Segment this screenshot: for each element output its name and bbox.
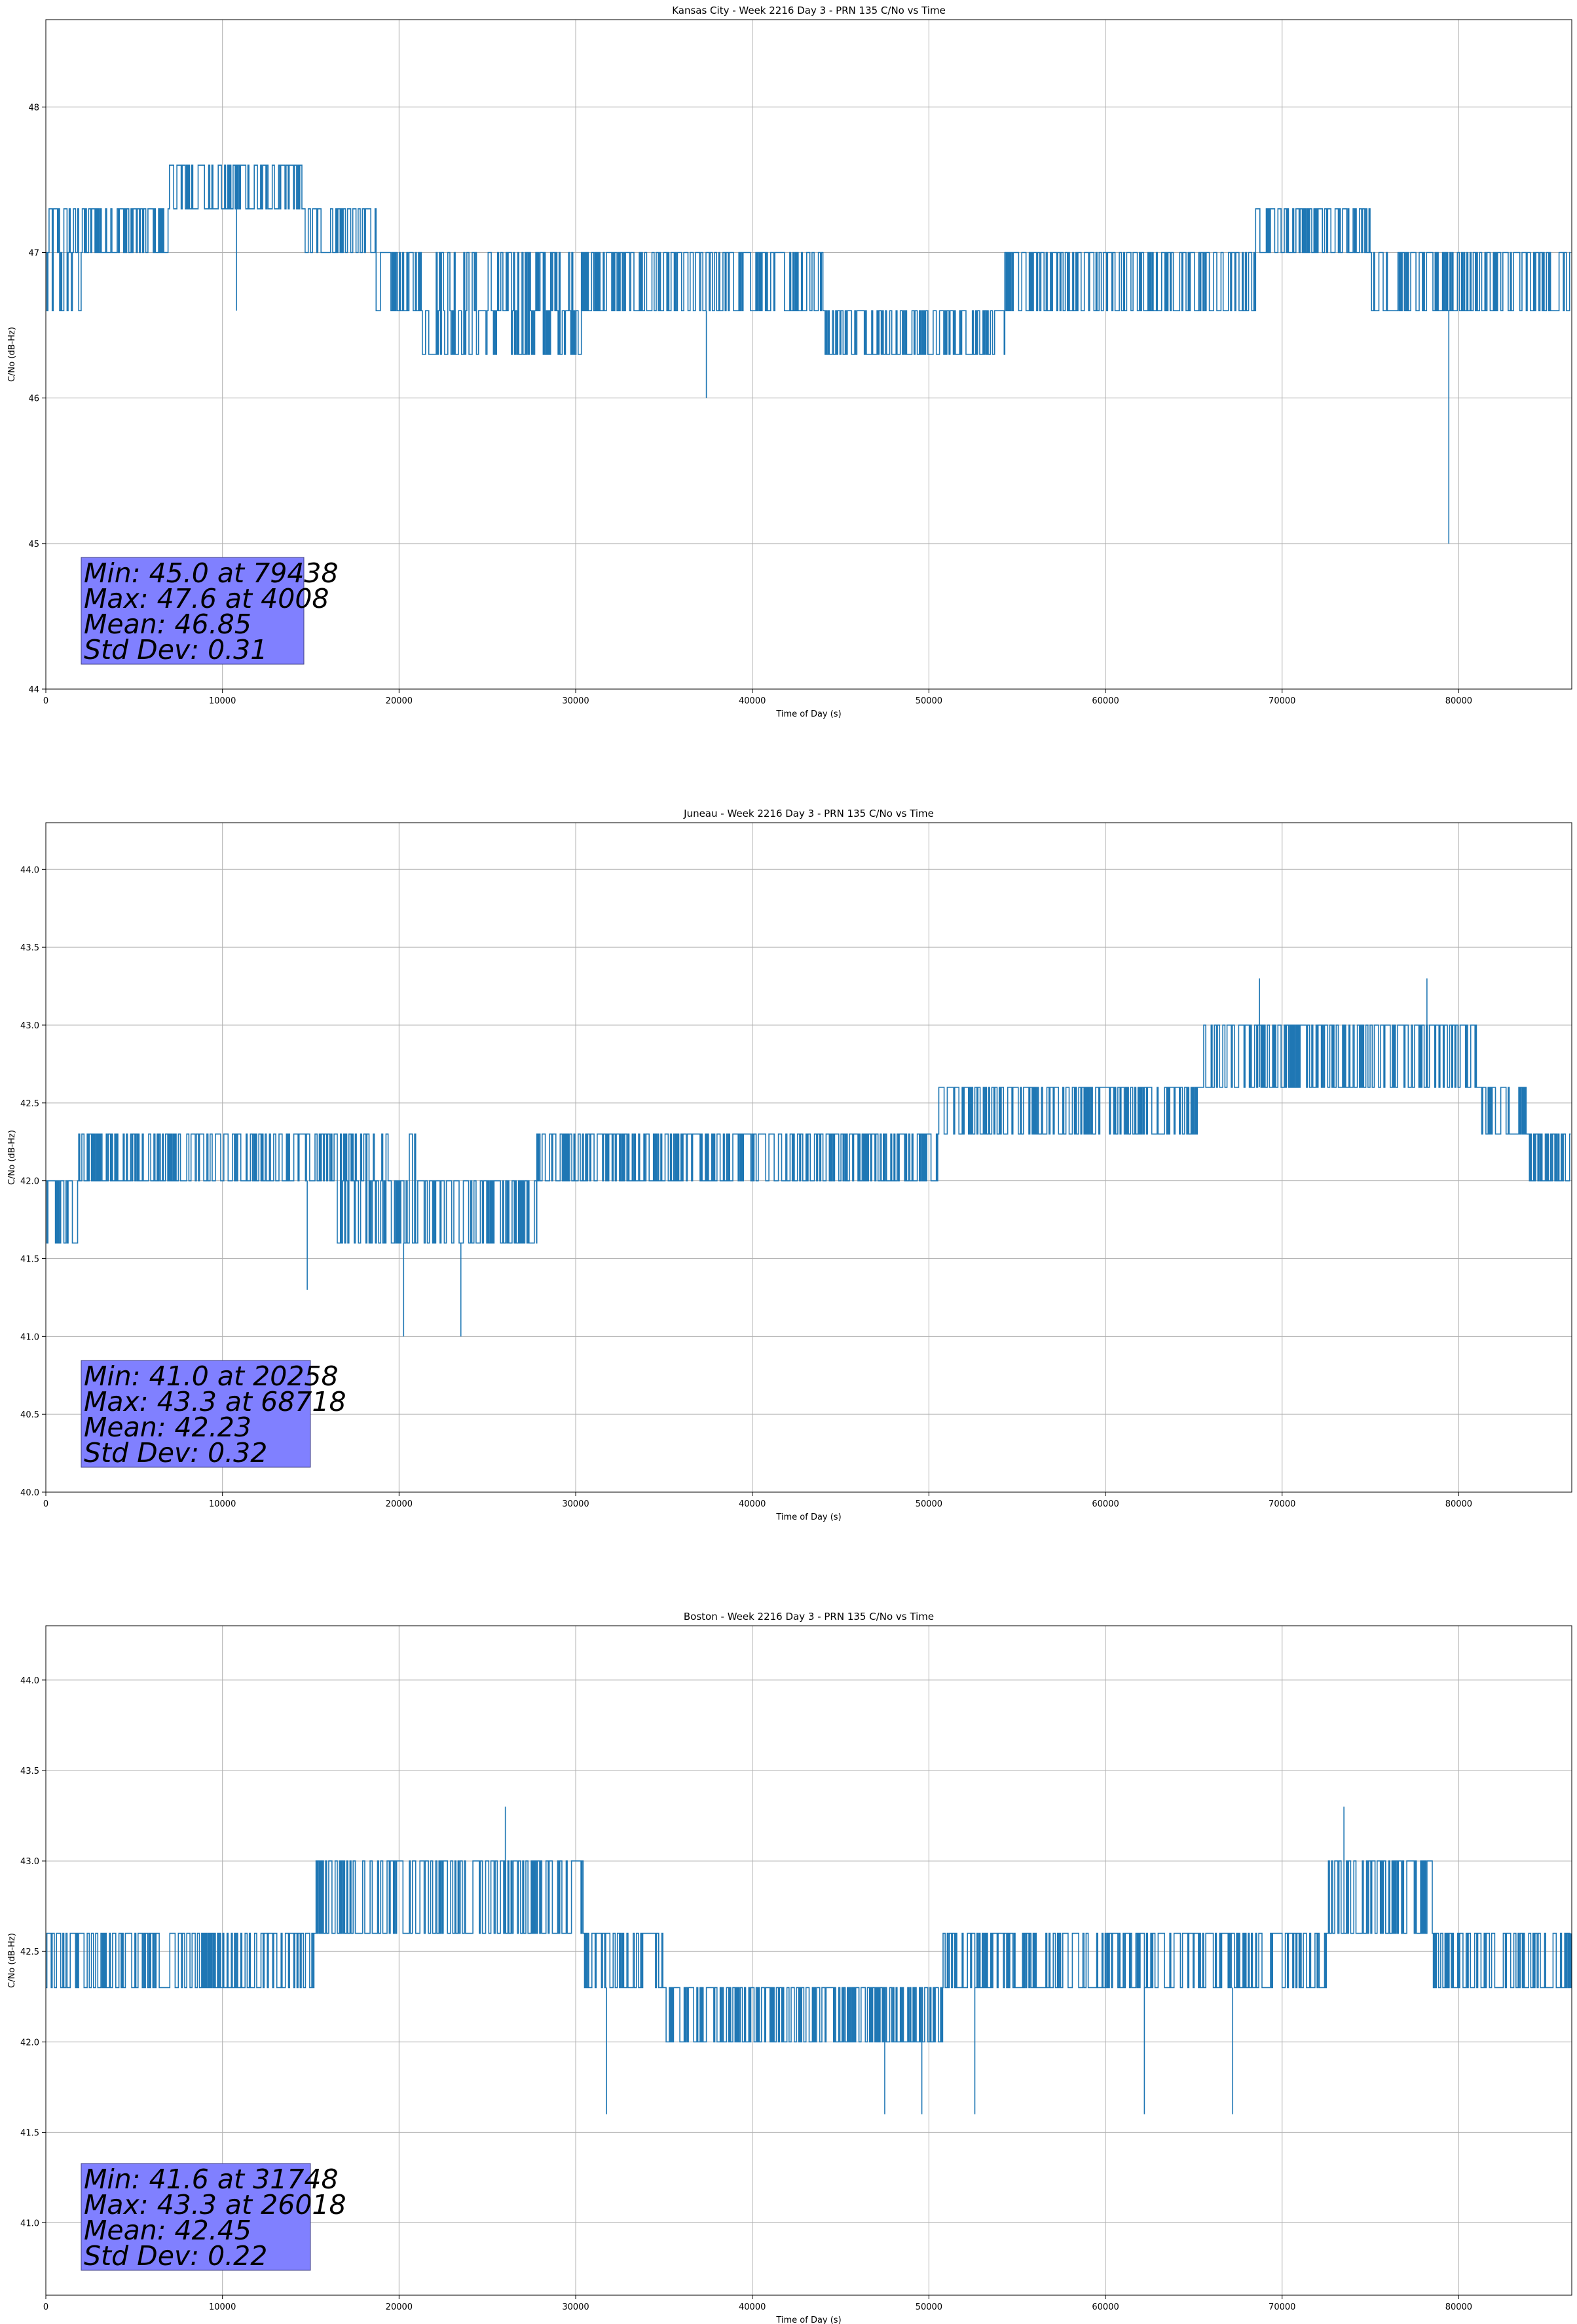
- x-tick-label: 80000: [1445, 696, 1472, 706]
- chart-kansas-city: 0 10000 20000 30000 40000 50000 60000 70000 8000…: [7, 5, 1572, 719]
- x-tick-label: 10000: [209, 1499, 236, 1509]
- stats-annotation: Min: 41.0 at 20258 Max: 43.3 at 68718 Me…: [81, 1360, 346, 1469]
- plot-frame: [45, 1625, 1572, 2296]
- chart-title: Boston - Week 2216 Day 3 - PRN 135 C/No …: [684, 1611, 934, 1622]
- x-axis-label: Time of Day (s): [775, 1512, 841, 1522]
- y-tick-label: 41.5: [20, 1254, 39, 1264]
- x-tick-label: 50000: [916, 696, 942, 706]
- y-tick-label: 40.5: [20, 1410, 39, 1420]
- chart-title: Juneau - Week 2216 Day 3 - PRN 135 C/No …: [683, 808, 934, 819]
- y-tick-label: 43.0: [20, 1021, 39, 1031]
- stat-mean: Mean: 42.45: [84, 2215, 251, 2246]
- y-tick-label: 45: [28, 540, 39, 550]
- y-tick-label: 44.0: [20, 865, 39, 875]
- chart-boston: 0 10000 20000 30000 40000 50000 60000 70000 8000…: [7, 1611, 1572, 2324]
- y-tick-label: 44: [28, 685, 39, 695]
- y-tick-label: 42.5: [20, 1947, 39, 1957]
- plot-frame: [45, 822, 1572, 1493]
- y-tick-label: 48: [28, 103, 39, 113]
- stats-box-background: [81, 557, 305, 665]
- y-tick-label: 47: [28, 248, 39, 258]
- x-tick-label: 70000: [1269, 696, 1295, 706]
- x-tick-label: 40000: [739, 2302, 766, 2312]
- chart-title: Kansas City - Week 2216 Day 3 - PRN 135 …: [672, 5, 946, 16]
- x-tick-label: 50000: [916, 1499, 942, 1509]
- y-axis-label: C/No (dB-Hz): [7, 1933, 17, 1988]
- stat-max: Max: 43.3 at 68718: [84, 1386, 346, 1417]
- y-tick-label: 41.0: [20, 1332, 39, 1342]
- axis-ticks: 0 10000 20000 30000 40000 50000 60000 70000 8000…: [28, 103, 1472, 706]
- x-tick-label: 0: [43, 1499, 48, 1509]
- y-tick-label: 43.5: [20, 943, 39, 953]
- stat-max: Max: 47.6 at 4008: [84, 583, 329, 614]
- stat-min: Min: 45.0 at 79438: [84, 557, 339, 589]
- stat-mean: Mean: 46.85: [84, 609, 251, 640]
- x-tick-label: 40000: [739, 696, 766, 706]
- y-tick-label: 41.5: [20, 2128, 39, 2138]
- y-axis-label: C/No (dB-Hz): [7, 327, 17, 382]
- y-tick-label: 44.0: [20, 1676, 39, 1686]
- stat-min: Min: 41.0 at 20258: [84, 1360, 339, 1392]
- x-tick-label: 50000: [916, 2302, 942, 2312]
- stats-annotation: Min: 45.0 at 79438 Max: 47.6 at 4008 Mea…: [81, 557, 339, 665]
- cno-series-path: [46, 1860, 1572, 2043]
- stat-std-dev: Std Dev: 0.32: [84, 1437, 267, 1469]
- x-axis-label: Time of Day (s): [775, 709, 841, 719]
- y-tick-label: 42.0: [20, 2038, 39, 2048]
- y-axis-label: C/No (dB-Hz): [7, 1130, 17, 1185]
- axis-ticks: 0 10000 20000 30000 40000 50000 60000 70000 8000…: [20, 865, 1472, 1509]
- stat-max: Max: 43.3 at 26018: [84, 2189, 346, 2221]
- x-tick-label: 60000: [1092, 2302, 1119, 2312]
- cno-series-line: [46, 978, 1571, 1337]
- cno-series-path: [46, 164, 1571, 355]
- y-tick-label: 43.0: [20, 1857, 39, 1867]
- x-tick-label: 40000: [739, 1499, 766, 1509]
- stat-mean: Mean: 42.23: [84, 1412, 251, 1443]
- x-tick-label: 20000: [386, 1499, 413, 1509]
- axis-ticks: 0 10000 20000 30000 40000 50000 60000 70000 8000…: [20, 1676, 1472, 2312]
- x-tick-label: 30000: [562, 1499, 589, 1509]
- stats-box-background: [81, 2163, 311, 2271]
- x-tick-label: 60000: [1092, 1499, 1119, 1509]
- x-tick-label: 80000: [1445, 1499, 1472, 1509]
- stats-box-background: [81, 1360, 311, 1468]
- cno-series-line: [46, 1807, 1572, 2114]
- x-tick-label: 30000: [562, 696, 589, 706]
- x-tick-label: 20000: [386, 2302, 413, 2312]
- y-tick-label: 42.0: [20, 1177, 39, 1187]
- y-tick-label: 40.0: [20, 1488, 39, 1498]
- cno-series-path: [46, 1024, 1571, 1244]
- x-tick-label: 10000: [209, 696, 236, 706]
- x-tick-label: 0: [43, 2302, 48, 2312]
- y-tick-label: 46: [28, 394, 39, 404]
- y-tick-label: 41.0: [20, 2219, 39, 2229]
- stat-std-dev: Std Dev: 0.31: [84, 634, 267, 665]
- x-tick-label: 70000: [1269, 1499, 1295, 1509]
- stat-min: Min: 41.6 at 31748: [84, 2164, 339, 2195]
- stat-std-dev: Std Dev: 0.22: [84, 2240, 267, 2272]
- x-axis-label: Time of Day (s): [775, 2315, 841, 2324]
- plot-frame: [45, 19, 1572, 690]
- chart-juneau: 0 10000 20000 30000 40000 50000 60000 70000 8000…: [7, 808, 1572, 1522]
- x-tick-label: 80000: [1445, 2302, 1472, 2312]
- y-tick-label: 43.5: [20, 1767, 39, 1776]
- x-tick-label: 30000: [562, 2302, 589, 2312]
- y-tick-label: 42.5: [20, 1099, 39, 1109]
- x-tick-label: 70000: [1269, 2302, 1295, 2312]
- x-tick-label: 60000: [1092, 696, 1119, 706]
- cno-series-line: [46, 164, 1571, 544]
- x-tick-label: 0: [43, 696, 48, 706]
- x-tick-label: 20000: [386, 696, 413, 706]
- x-tick-label: 10000: [209, 2302, 236, 2312]
- stats-annotation: Min: 41.6 at 31748 Max: 43.3 at 26018 Me…: [81, 2163, 346, 2272]
